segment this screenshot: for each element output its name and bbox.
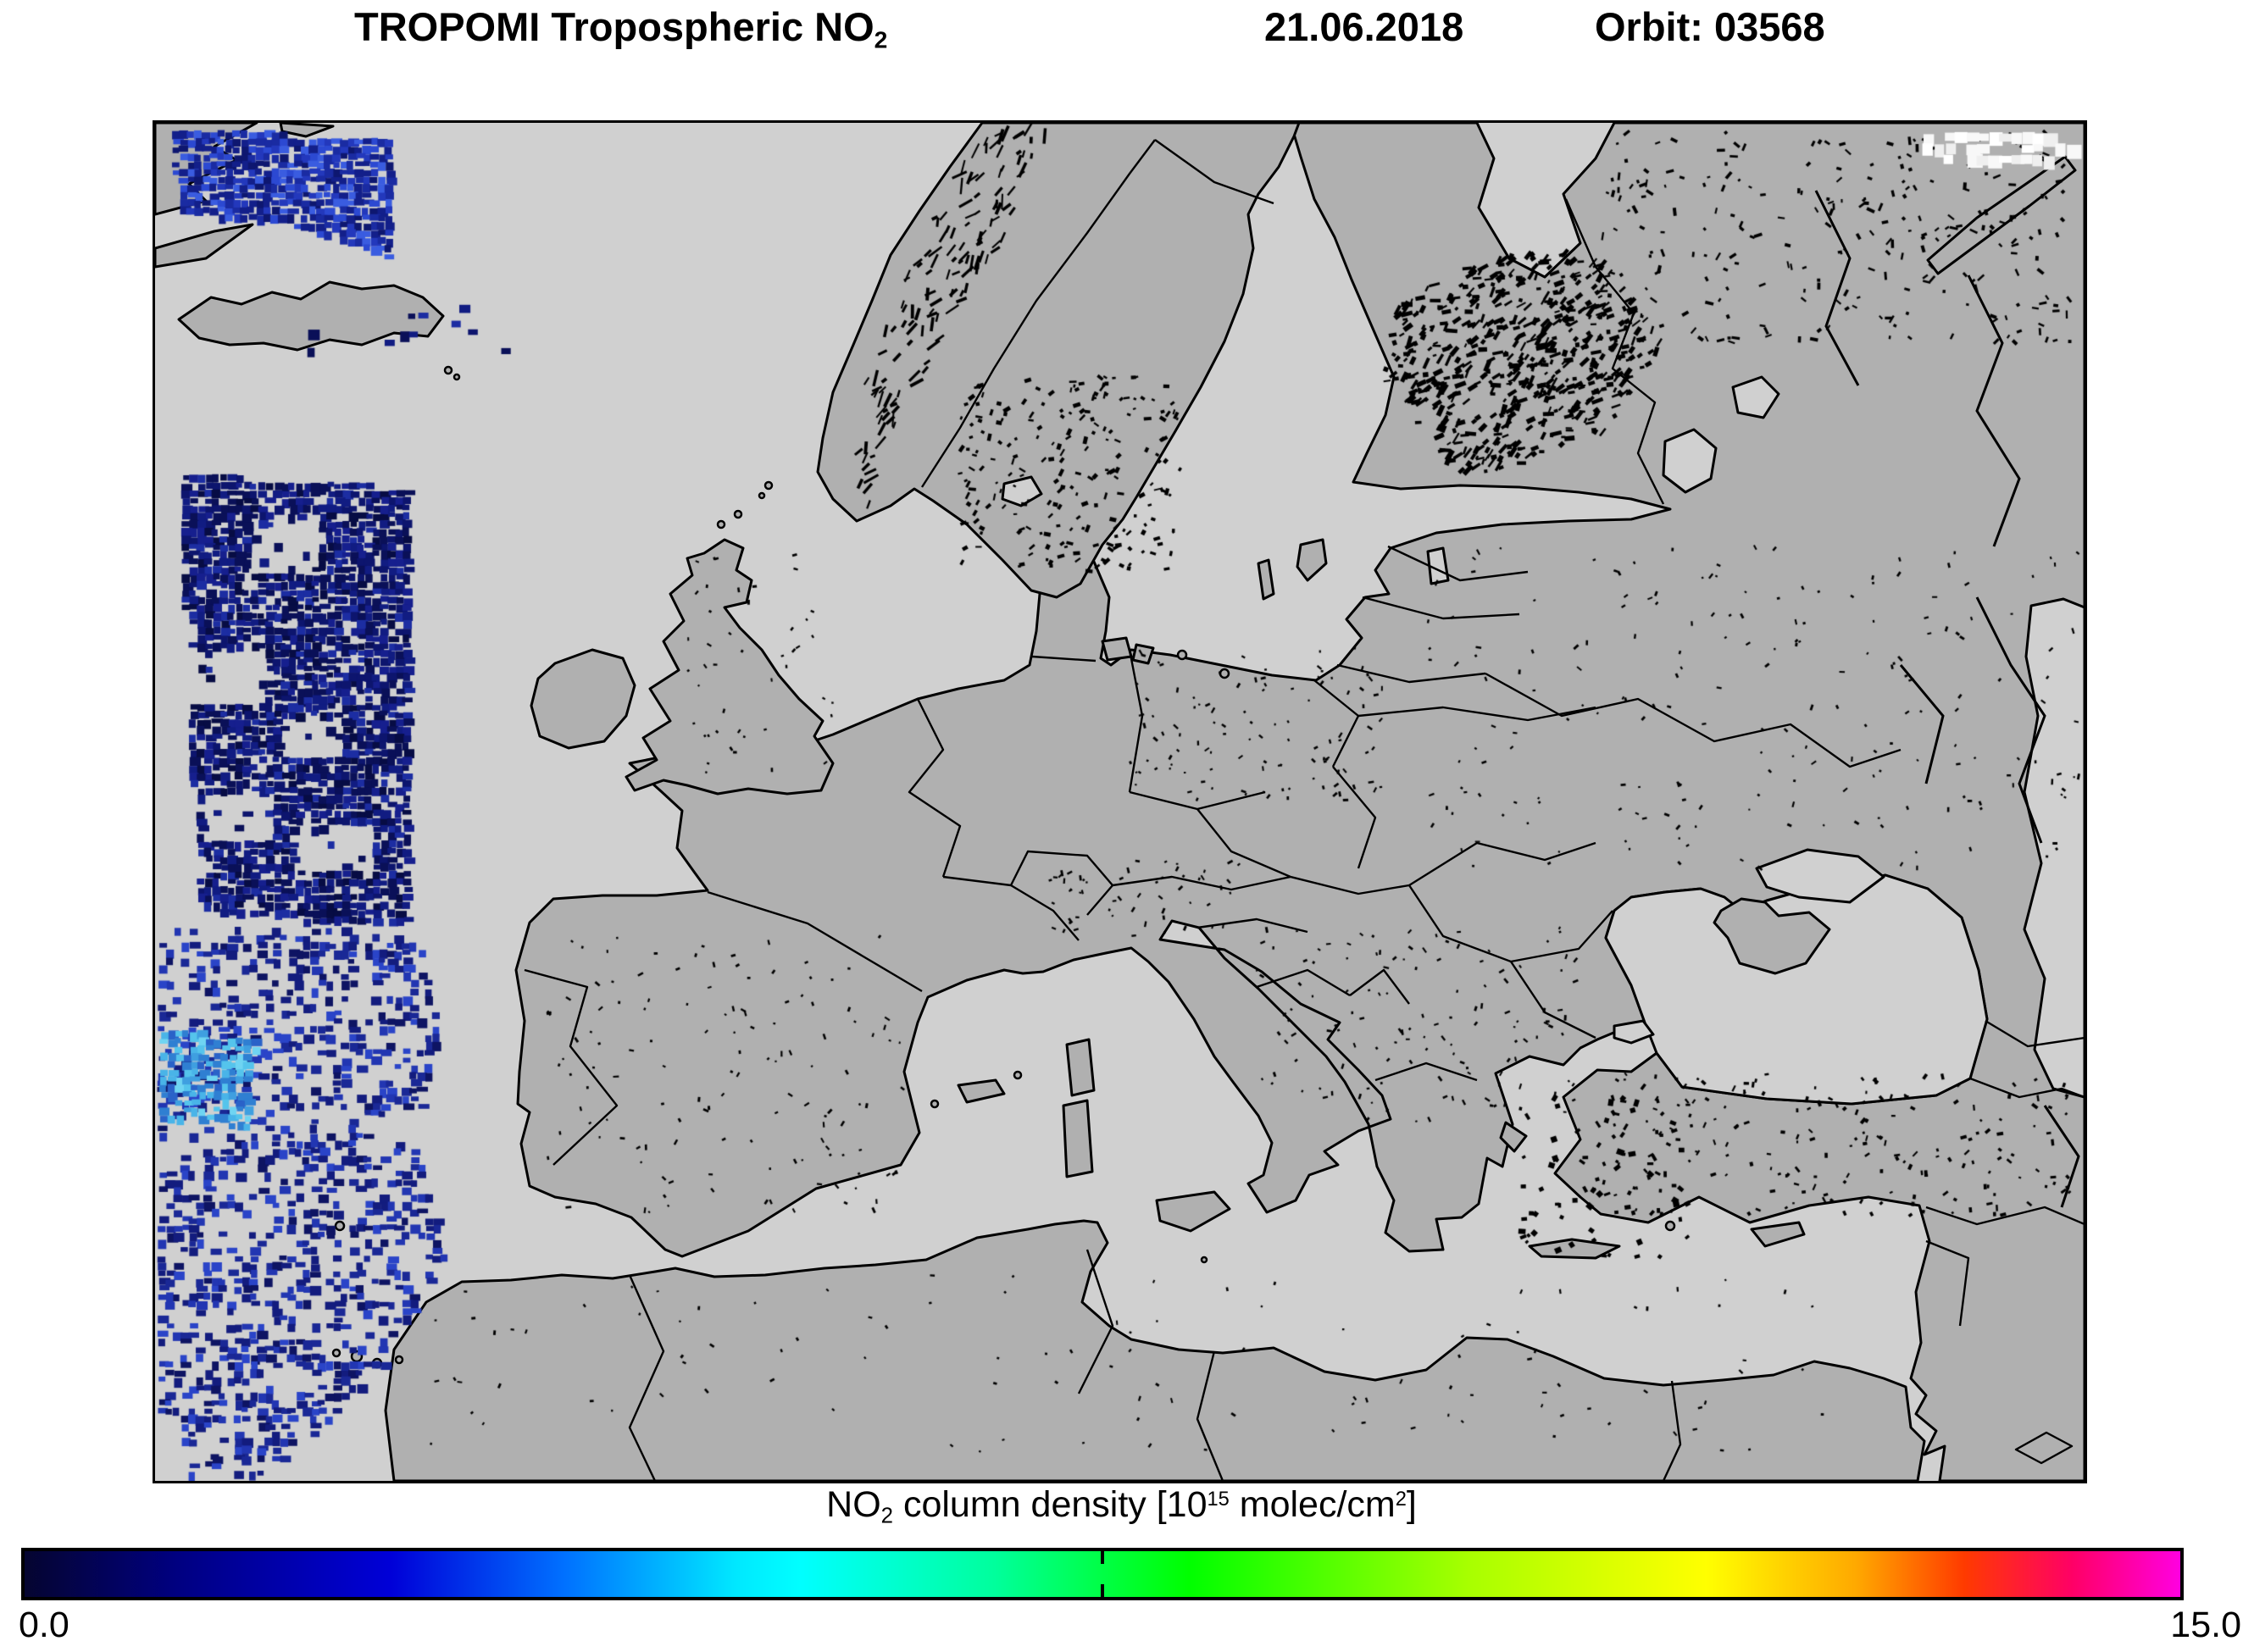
observation-date: 21.06.2018 [1264, 4, 1464, 49]
colorbar [21, 1548, 2184, 1600]
orbit-number: Orbit: 03568 [1595, 4, 1825, 49]
colorbar-label: NO2 column density [1015 molec/cm2] [826, 1484, 1417, 1528]
page-title: TROPOMI Tropospheric NO2 [354, 4, 888, 53]
colorbar-tick-min: 0.0 [19, 1605, 69, 1645]
colorbar-tick-max: 15.0 [2170, 1605, 2241, 1645]
europe-map [153, 120, 2087, 1483]
colorbar-midtick-top [1101, 1551, 1104, 1564]
colorbar-midtick-bottom [1101, 1584, 1104, 1597]
data-swath-canvas [155, 123, 2085, 1481]
